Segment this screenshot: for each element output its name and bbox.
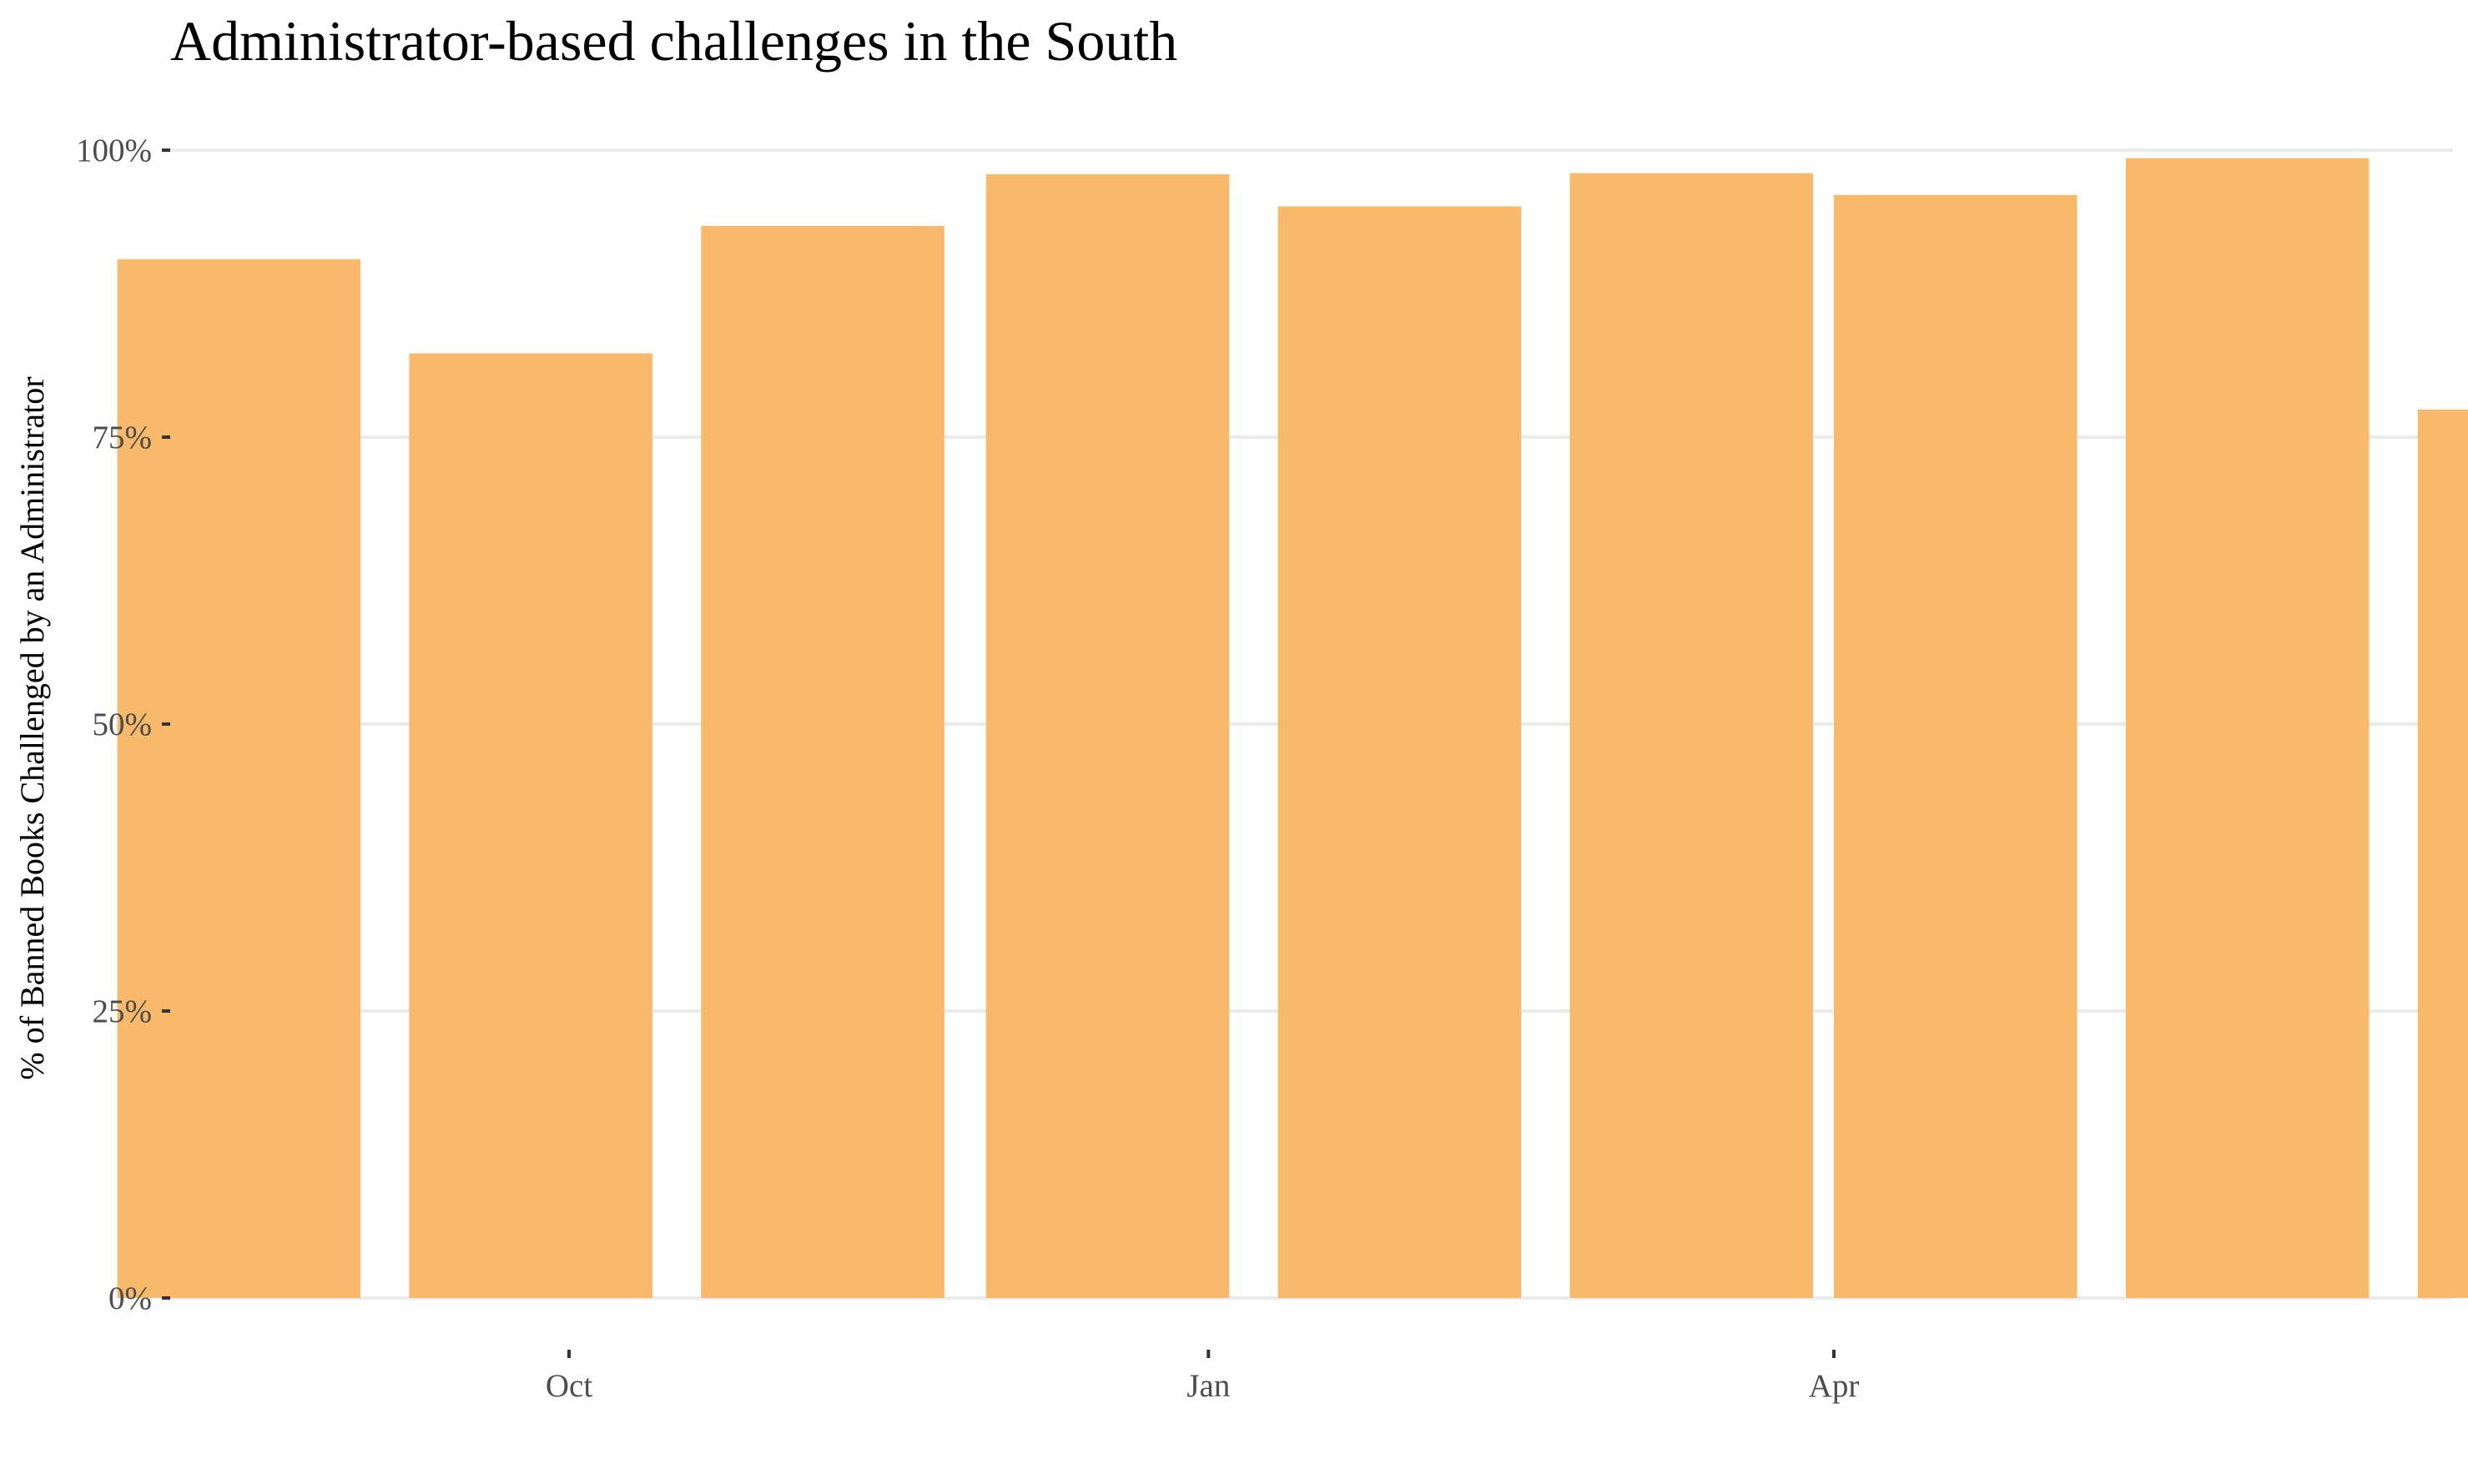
bars [117,158,2468,1299]
y-tick-label: 50% [93,707,153,742]
bar [985,174,1230,1298]
y-axis-title: % of Banned Books Challenged by an Admin… [13,376,51,1079]
x-tick-label: Oct [546,1368,592,1404]
bar [1277,206,1522,1299]
bar [701,225,944,1298]
bar [1569,173,1814,1298]
bar [2417,409,2468,1298]
bar [2125,158,2370,1299]
y-tick-label: 25% [93,994,153,1029]
bar [117,259,361,1299]
x-tick-label: Jan [1186,1368,1230,1404]
bar [1834,194,2078,1298]
x-axis: Oct Jan Apr [546,1350,1859,1404]
bar [409,353,652,1298]
y-tick-label: 0% [108,1280,152,1316]
y-tick-label: 100% [76,133,152,169]
y-axis: 0% 25% 50% 75% 100% [76,133,170,1316]
x-tick-label: Apr [1809,1368,1860,1404]
y-tick-label: 75% [93,420,153,455]
chart-title: Administrator-based challenges in the So… [170,9,1177,73]
